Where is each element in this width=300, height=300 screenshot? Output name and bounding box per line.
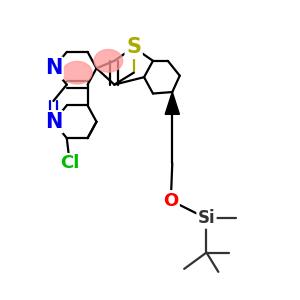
Text: O: O [163, 191, 178, 209]
Text: N: N [45, 58, 62, 78]
Ellipse shape [94, 50, 123, 72]
Polygon shape [165, 92, 179, 114]
Text: N: N [45, 112, 62, 132]
Text: Cl: Cl [60, 154, 80, 172]
Text: S: S [126, 38, 141, 58]
Text: Si: Si [198, 209, 215, 227]
Ellipse shape [62, 61, 92, 84]
